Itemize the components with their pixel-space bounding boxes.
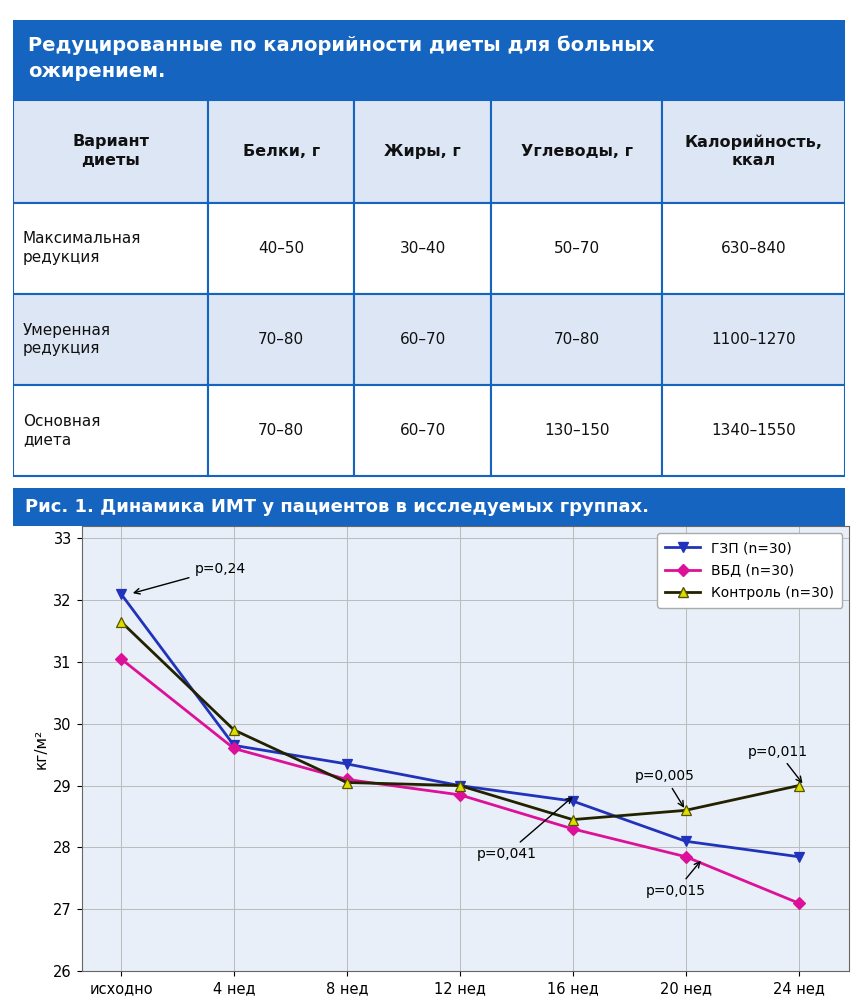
Bar	[492, 100, 662, 202]
Text: p=0,015: p=0,015	[646, 862, 706, 897]
Y-axis label: кг/м²: кг/м²	[33, 728, 49, 769]
Text: 60–70: 60–70	[400, 423, 446, 438]
ВБД (n=30)	[341, 774, 352, 786]
Bar	[492, 385, 662, 476]
Bar	[13, 385, 208, 476]
Text: 1340–1550: 1340–1550	[711, 423, 796, 438]
Text: 70–80: 70–80	[258, 423, 305, 438]
ВБД (n=30)	[568, 823, 578, 835]
Text: Жиры, г: Жиры, г	[384, 143, 461, 158]
Text: 70–80: 70–80	[258, 332, 305, 347]
Контроль (n=30)	[568, 814, 578, 826]
Text: 50–70: 50–70	[553, 241, 600, 256]
Text: Вариант
диеты: Вариант диеты	[72, 134, 149, 168]
Bar	[662, 294, 845, 385]
Контроль (n=30)	[116, 616, 126, 627]
Text: Основная
диета: Основная диета	[23, 414, 100, 447]
Text: p=0,041: p=0,041	[477, 798, 571, 861]
Контроль (n=30)	[680, 805, 691, 817]
Bar	[208, 100, 354, 202]
Bar	[354, 294, 492, 385]
Bar	[208, 294, 354, 385]
Bar	[13, 100, 208, 202]
Bar	[13, 202, 208, 294]
Text: p=0,011: p=0,011	[748, 745, 808, 782]
Bar	[208, 202, 354, 294]
ГЗП (n=30)	[341, 758, 352, 770]
Bar	[492, 294, 662, 385]
Text: p=0,24: p=0,24	[134, 562, 245, 594]
Line: ВБД (n=30): ВБД (n=30)	[117, 654, 803, 907]
ГЗП (n=30)	[680, 836, 691, 848]
Контроль (n=30)	[341, 777, 352, 789]
Bar	[354, 202, 492, 294]
Bar	[662, 385, 845, 476]
Bar	[492, 202, 662, 294]
Text: 630–840: 630–840	[721, 241, 787, 256]
Text: 1100–1270: 1100–1270	[711, 332, 796, 347]
Bar	[208, 385, 354, 476]
Text: 70–80: 70–80	[553, 332, 600, 347]
ГЗП (n=30)	[794, 851, 804, 863]
ГЗП (n=30)	[455, 780, 465, 792]
Line: Контроль (n=30): Контроль (n=30)	[116, 617, 803, 825]
Text: Редуцированные по калорийности диеты для больных
ожирением.: Редуцированные по калорийности диеты для…	[27, 36, 655, 81]
ВБД (n=30)	[229, 742, 239, 754]
Text: Белки, г: Белки, г	[243, 143, 320, 158]
ГЗП (n=30)	[116, 588, 126, 600]
Legend: ГЗП (n=30), ВБД (n=30), Контроль (n=30): ГЗП (n=30), ВБД (n=30), Контроль (n=30)	[657, 533, 843, 609]
Контроль (n=30)	[794, 780, 804, 792]
Line: ГЗП (n=30): ГЗП (n=30)	[116, 589, 803, 862]
Text: 40–50: 40–50	[258, 241, 305, 256]
Контроль (n=30)	[229, 724, 239, 736]
Text: 30–40: 30–40	[400, 241, 446, 256]
Bar	[662, 202, 845, 294]
Text: Рис. 1. Динамика ИМТ у пациентов в исследуемых группах.: Рис. 1. Динамика ИМТ у пациентов в иссле…	[26, 498, 650, 516]
Text: Углеводы, г: Углеводы, г	[521, 143, 632, 158]
ВБД (n=30)	[455, 789, 465, 801]
Bar	[354, 385, 492, 476]
ВБД (n=30)	[116, 652, 126, 664]
Text: p=0,005: p=0,005	[635, 769, 695, 807]
ВБД (n=30)	[794, 897, 804, 909]
Bar	[13, 294, 208, 385]
Text: Умеренная
редукция: Умеренная редукция	[23, 323, 111, 357]
Text: Максимальная
редукция: Максимальная редукция	[23, 231, 142, 265]
Text: 130–150: 130–150	[544, 423, 609, 438]
Контроль (n=30)	[455, 780, 465, 792]
Text: 60–70: 60–70	[400, 332, 446, 347]
ВБД (n=30)	[680, 851, 691, 863]
ГЗП (n=30)	[229, 739, 239, 751]
ГЗП (n=30)	[568, 795, 578, 807]
Text: Калорийность,
ккал: Калорийность, ккал	[685, 134, 823, 168]
Bar	[662, 100, 845, 202]
Bar	[354, 100, 492, 202]
